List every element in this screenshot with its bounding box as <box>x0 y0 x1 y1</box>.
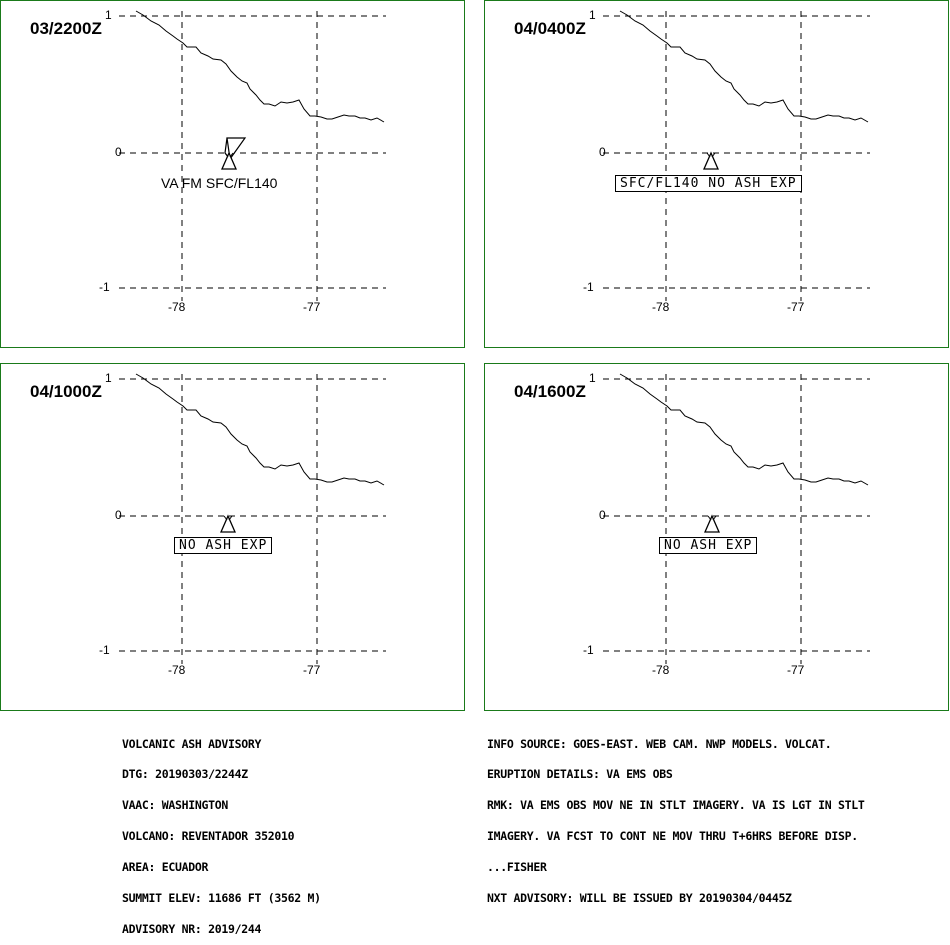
coastline-line <box>619 373 869 486</box>
advisory-header-text: VOLCANIC ASH ADVISORY DTG: 20190303/2244… <box>122 718 321 945</box>
ash-forecast-label: NO ASH EXP <box>659 537 758 554</box>
map-canvas <box>603 373 870 664</box>
longitude-tick-label: -77 <box>303 663 321 677</box>
advisory-line: SUMMIT ELEV: 11686 FT (3562 M) <box>122 891 321 906</box>
forecast-time-label: 04/1600Z <box>514 382 586 401</box>
latitude-tick-label: 0 <box>115 508 122 522</box>
advisory-line: VOLCANIC ASH ADVISORY <box>122 736 262 751</box>
advisory-line: RMK: VA EMS OBS MOV NE IN STLT IMAGERY. … <box>487 798 865 813</box>
map-panel-1: 03/2200Z 1 0 -1 -78 -77 VA FM SFC/FL140 <box>0 0 465 348</box>
advisory-remarks-text: INFO SOURCE: GOES-EAST. WEB CAM. NWP MOD… <box>487 718 865 914</box>
coastline-line <box>619 10 869 123</box>
forecast-time-label: 04/0400Z <box>514 19 586 38</box>
forecast-time-label: 03/2200Z <box>30 19 102 38</box>
map-canvas <box>119 373 386 664</box>
latitude-tick-label: 1 <box>105 371 112 385</box>
latitude-tick-label: -1 <box>99 643 110 657</box>
longitude-tick-label: -77 <box>787 300 805 314</box>
latitude-tick-label: -1 <box>99 280 110 294</box>
longitude-tick-label: -78 <box>168 663 186 677</box>
longitude-tick-label: -77 <box>787 663 805 677</box>
advisory-line: INFO SOURCE: GOES-EAST. WEB CAM. NWP MOD… <box>487 736 832 751</box>
advisory-line: ...FISHER <box>487 860 547 875</box>
advisory-line: VAAC: WASHINGTON <box>122 798 228 813</box>
longitude-tick-label: -78 <box>652 663 670 677</box>
ash-forecast-label: VA FM SFC/FL140 <box>161 175 278 191</box>
latitude-tick-label: -1 <box>583 643 594 657</box>
map-panel-2: 04/0400Z 1 0 -1 -78 -77 SFC/FL140 NO ASH EXP <box>484 0 949 348</box>
ash-forecast-label: SFC/FL140 NO ASH EXP <box>615 175 802 192</box>
latitude-tick-label: -1 <box>583 280 594 294</box>
advisory-line: ADVISORY NR: 2019/244 <box>122 921 262 936</box>
map-canvas <box>119 10 386 301</box>
volcano-triangle-icon <box>221 151 237 170</box>
map-panel-4: 04/1600Z 1 0 -1 -78 -77 NO ASH EXP <box>484 363 949 711</box>
volcano-triangle-icon <box>703 151 719 170</box>
volcano-triangle-icon <box>220 514 236 533</box>
advisory-line: AREA: ECUADOR <box>122 860 209 875</box>
advisory-line: DTG: 20190303/2244Z <box>122 767 248 782</box>
advisory-line: IMAGERY. VA FCST TO CONT NE MOV THRU T+6… <box>487 829 858 844</box>
ash-plume-polygon <box>226 137 247 161</box>
volcano-triangle-icon <box>704 514 720 533</box>
forecast-time-label: 04/1000Z <box>30 382 102 401</box>
latitude-tick-label: 0 <box>115 145 122 159</box>
latitude-tick-label: 0 <box>599 508 606 522</box>
coastline-line <box>135 373 385 486</box>
longitude-tick-label: -78 <box>652 300 670 314</box>
latitude-tick-label: 1 <box>589 8 596 22</box>
longitude-tick-label: -78 <box>168 300 186 314</box>
advisory-line: VOLCANO: REVENTADOR 352010 <box>122 829 295 844</box>
map-canvas <box>603 10 870 301</box>
longitude-tick-label: -77 <box>303 300 321 314</box>
latitude-tick-label: 1 <box>589 371 596 385</box>
coastline-line <box>135 10 385 123</box>
map-panel-3: 04/1000Z 1 0 -1 -78 -77 NO ASH EXP <box>0 363 465 711</box>
ash-forecast-label: NO ASH EXP <box>174 537 273 554</box>
advisory-line: NXT ADVISORY: WILL BE ISSUED BY 20190304… <box>487 891 792 906</box>
latitude-tick-label: 0 <box>599 145 606 159</box>
advisory-line: ERUPTION DETAILS: VA EMS OBS <box>487 767 673 782</box>
latitude-tick-label: 1 <box>105 8 112 22</box>
